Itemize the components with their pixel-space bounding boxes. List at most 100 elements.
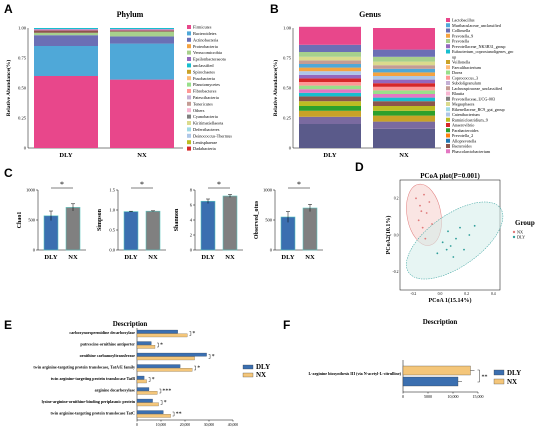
genus-legend-label: Prevotella_2 xyxy=(452,133,473,138)
e-category-label: twin arginine-targeting protein transloc… xyxy=(51,376,136,381)
phylum-legend-label: Firmicutes xyxy=(193,25,212,30)
pcoa-point xyxy=(415,197,417,200)
pcoa-point xyxy=(441,241,444,244)
genus-legend-swatch xyxy=(446,49,450,54)
panel-letter-f: F xyxy=(283,318,291,332)
genus-bar-segment xyxy=(299,110,361,117)
genus-legend-label: Veillonella xyxy=(452,60,470,65)
e-bar xyxy=(136,356,195,361)
genus-bar-segment xyxy=(299,101,361,106)
phylum-legend-label: Verrucomicrobia xyxy=(193,50,222,55)
e-sig-star: *** xyxy=(162,389,171,395)
genus-legend-swatch xyxy=(446,96,450,101)
e-sig-bracket xyxy=(172,411,175,417)
alpha-xtick: DLY xyxy=(281,254,294,261)
phylum-legend-swatch xyxy=(187,146,191,151)
genus-bar-segment xyxy=(299,106,361,111)
genus-legend-swatch xyxy=(446,75,450,80)
panel-letter-d: D xyxy=(355,160,364,174)
f-sig-star: ** xyxy=(482,375,488,381)
pcoa-point xyxy=(449,245,452,247)
alpha-ytick: 2 xyxy=(190,233,192,238)
genus-bar-segment xyxy=(373,65,435,69)
f-category-label: L-arginine biosynthesis III (via N-acety… xyxy=(308,371,401,376)
f-bar xyxy=(402,376,459,387)
e-sig-star: * xyxy=(212,354,215,360)
genus-ytick: 0.25 xyxy=(283,116,292,121)
phylum-bar-segment xyxy=(110,31,174,37)
pcoa-point xyxy=(424,237,427,240)
pcoa-legend-marker xyxy=(512,230,516,234)
genus-legend-swatch xyxy=(446,138,450,143)
genus-legend-label: Prevotellaceae_NK3B31_group xyxy=(452,44,506,49)
phylum-legend-swatch xyxy=(187,69,191,74)
pcoa-legend-label: NX xyxy=(517,230,523,235)
genus-bar-segment xyxy=(299,64,361,68)
genus-bar-segment xyxy=(299,82,361,86)
genus-legend-swatch xyxy=(446,112,450,117)
genus-legend-label: Coprococcus_3 xyxy=(452,75,478,80)
phylum-legend-swatch xyxy=(187,108,191,113)
alpha-sig-star: * xyxy=(60,180,64,189)
genus-legend-label: Phascolarctobacterium xyxy=(452,149,491,154)
genus-bar-segment xyxy=(373,121,435,129)
pcoa-point xyxy=(420,210,423,213)
phylum-legend-swatch xyxy=(187,127,191,132)
genus-bar-segment xyxy=(299,89,361,93)
pcoa-point xyxy=(452,256,455,258)
pcoa-point xyxy=(468,234,471,236)
phylum-legend-label: Deinococcus-Thermus xyxy=(193,133,232,138)
f-xtick: 10,000 xyxy=(448,394,459,400)
phylum-legend-swatch xyxy=(187,57,191,61)
panel-letter-b: B xyxy=(270,2,279,16)
pcoa-point xyxy=(428,201,431,203)
e-sig-bracket xyxy=(208,354,211,359)
genus-legend-swatch xyxy=(446,18,450,22)
pcoa-point xyxy=(459,226,461,229)
genus-bar-segment xyxy=(299,92,361,97)
pcoa-ytick: -0.2 xyxy=(392,270,398,274)
phylum-legend-swatch xyxy=(187,140,191,145)
genus-legend-swatch xyxy=(446,128,450,133)
genus-legend-swatch xyxy=(446,39,450,43)
phylum-bar-segment xyxy=(110,28,174,30)
alpha-ytick: 0.0 xyxy=(109,248,115,253)
e-sig-bracket xyxy=(159,388,162,394)
alpha-sig-star: * xyxy=(140,180,144,189)
genus-legend-label: Eubacterium_coprostanoligenes_gro xyxy=(452,49,513,54)
genus-bar-segment xyxy=(373,101,435,106)
phylum-legend-swatch xyxy=(187,89,191,93)
alpha-ytick: 500 xyxy=(28,218,36,223)
e-category-label: putrescine-ornithine antiporter xyxy=(80,342,135,347)
genus-legend-swatch xyxy=(446,86,450,91)
phylum-ytick: 1.00 xyxy=(18,26,27,31)
genus-bar-segment xyxy=(373,97,435,102)
genus-ytick: 0.50 xyxy=(283,86,292,91)
phylum-ytick: 0.50 xyxy=(18,86,27,91)
f-title: Description xyxy=(422,318,458,326)
genus-bar-segment xyxy=(373,68,435,73)
genus-bar-segment xyxy=(373,49,435,57)
genus-bar-segment xyxy=(299,26,361,45)
phylum-legend-label: Lentisphaerae xyxy=(193,140,217,145)
e-category-label: twin arginine-targeting protein transloc… xyxy=(50,411,135,416)
pcoa-ellipse-dly xyxy=(406,201,504,280)
alpha-xtick: DLY xyxy=(201,254,214,261)
e-sig-star: * xyxy=(160,343,163,349)
genus-legend-swatch xyxy=(446,81,450,85)
alpha-ytick: 1.5 xyxy=(109,188,115,193)
phylum-legend-label: Actinobacteria xyxy=(193,37,218,42)
e-sig-bracket xyxy=(157,342,159,348)
pcoa-ylabel: PCoA2(10.1%) xyxy=(385,216,392,255)
genus-legend-swatch xyxy=(446,144,450,148)
phylum-ytick: 0.25 xyxy=(18,116,27,121)
phylum-legend-swatch xyxy=(187,121,191,125)
alpha-ytick: 0 xyxy=(33,248,36,253)
phylum-legend-swatch xyxy=(187,25,191,29)
phylum-bar-segment xyxy=(110,30,174,32)
e-bar xyxy=(136,391,158,395)
phylum-legend-label: Kiritimatiellaeota xyxy=(193,121,223,126)
genus-legend-swatch xyxy=(446,28,450,33)
genus-bar-segment xyxy=(373,94,435,98)
genus-legend-swatch xyxy=(446,117,450,122)
